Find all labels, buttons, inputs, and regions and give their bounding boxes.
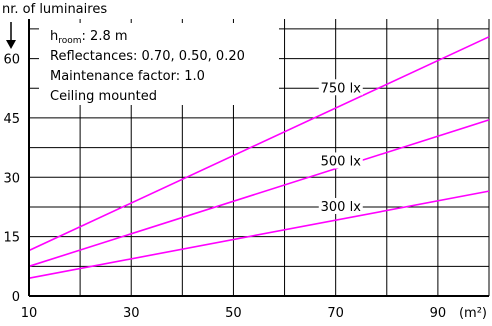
notes-layer: hroom: 2.8 m Reflectances: 0.70, 0.50, 0.… xyxy=(39,23,279,105)
y-tick-label-0: 0 xyxy=(12,290,20,305)
y-tick-label-45: 45 xyxy=(3,112,20,127)
x-tick-label-30: 30 xyxy=(123,306,140,321)
x-tick-label-50: 50 xyxy=(225,306,242,321)
notes-panel xyxy=(39,23,279,105)
series-line-1 xyxy=(28,119,490,268)
series-label-bg-0 xyxy=(318,79,363,96)
y-axis-arrow-icon xyxy=(6,40,16,49)
series-line-2 xyxy=(28,190,490,279)
y-tick-label-15: 15 xyxy=(3,231,20,246)
series-label-0: 750 lx xyxy=(321,81,362,96)
x-tick-label-70: 70 xyxy=(327,306,344,321)
axis-layer: 0 15 30 45 60 10 30 50 70 90 (m²) nr. of luminaires xyxy=(2,2,489,321)
label-layer: 750 lx 500 lx 300 lx xyxy=(318,79,363,215)
series-label-1: 500 lx xyxy=(321,154,362,169)
series-line-0 xyxy=(28,36,490,252)
x-tick-label-10: 10 xyxy=(21,306,38,321)
note-room-height-subscript: room xyxy=(58,36,81,46)
note-reflectances: Reflectances: 0.70, 0.50, 0.20 xyxy=(50,49,245,64)
series-label-bg-2 xyxy=(318,197,363,214)
y-tick-label-60: 60 xyxy=(3,53,20,68)
x-tick-label-90: 90 xyxy=(430,306,447,321)
series-label-bg-1 xyxy=(318,152,363,169)
note-room-height: hroom: 2.8 m xyxy=(50,29,128,46)
series-layer xyxy=(28,36,490,279)
y-tick-label-30: 30 xyxy=(3,171,20,186)
note-room-height-value: : 2.8 m xyxy=(82,29,128,44)
y-axis-label: nr. of luminaires xyxy=(2,2,107,17)
note-mounting: Ceiling mounted xyxy=(50,89,157,104)
series-label-2: 300 lx xyxy=(321,200,362,215)
note-maintenance: Maintenance factor: 1.0 xyxy=(50,69,205,84)
note-room-height-symbol: h xyxy=(50,29,58,44)
x-axis-label: (m²) xyxy=(459,306,487,321)
